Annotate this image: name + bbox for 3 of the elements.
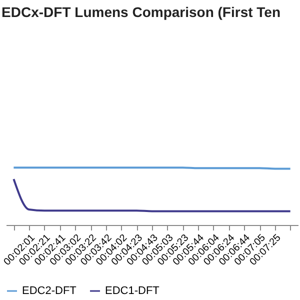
chart-title: EDCx-DFT Lumens Comparison (First Ten: [2, 4, 281, 20]
legend-label: EDC2-DFT: [22, 285, 77, 297]
legend-label: EDC1-DFT: [105, 285, 160, 297]
